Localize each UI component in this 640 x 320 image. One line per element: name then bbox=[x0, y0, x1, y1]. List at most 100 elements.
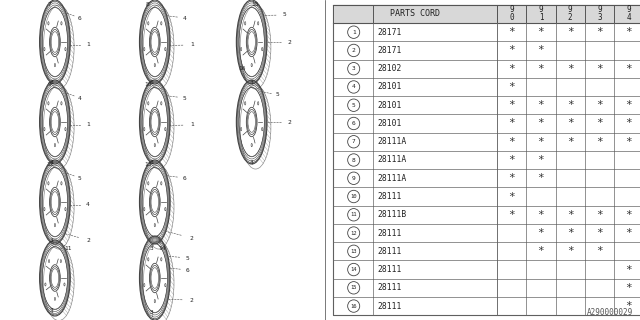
Text: *: * bbox=[625, 228, 632, 238]
Text: 5: 5 bbox=[183, 95, 187, 100]
Text: 28101: 28101 bbox=[378, 119, 402, 128]
Text: *: * bbox=[567, 64, 573, 74]
Text: *: * bbox=[567, 27, 573, 37]
Ellipse shape bbox=[262, 47, 263, 51]
Text: *: * bbox=[508, 100, 515, 110]
Text: 28111: 28111 bbox=[378, 228, 402, 237]
Text: *: * bbox=[596, 228, 603, 238]
Text: 15: 15 bbox=[351, 285, 357, 290]
Text: *: * bbox=[625, 265, 632, 275]
Text: 1: 1 bbox=[190, 123, 194, 127]
Ellipse shape bbox=[65, 127, 66, 131]
Ellipse shape bbox=[54, 63, 56, 67]
Text: *: * bbox=[508, 210, 515, 220]
Text: *: * bbox=[567, 246, 573, 256]
Text: 1: 1 bbox=[352, 30, 356, 35]
Text: *: * bbox=[567, 228, 573, 238]
Ellipse shape bbox=[164, 47, 166, 51]
Ellipse shape bbox=[143, 207, 145, 211]
Text: *: * bbox=[596, 27, 603, 37]
Text: 28111: 28111 bbox=[378, 283, 402, 292]
Text: *: * bbox=[567, 118, 573, 129]
Ellipse shape bbox=[244, 22, 246, 25]
Text: 3: 3 bbox=[250, 161, 253, 165]
Text: 5: 5 bbox=[352, 103, 356, 108]
Text: *: * bbox=[567, 210, 573, 220]
Ellipse shape bbox=[154, 300, 156, 303]
Text: 2: 2 bbox=[288, 119, 292, 124]
Text: 11: 11 bbox=[351, 212, 357, 217]
Text: *: * bbox=[538, 118, 545, 129]
Text: 16: 16 bbox=[238, 66, 246, 70]
Text: *: * bbox=[596, 246, 603, 256]
Text: 10: 10 bbox=[351, 194, 357, 199]
Text: 16: 16 bbox=[351, 304, 357, 308]
Ellipse shape bbox=[61, 22, 62, 25]
Text: *: * bbox=[538, 228, 545, 238]
Text: *: * bbox=[596, 100, 603, 110]
Ellipse shape bbox=[161, 182, 162, 185]
Text: 2: 2 bbox=[190, 298, 194, 302]
Text: *: * bbox=[625, 64, 632, 74]
Text: 28171: 28171 bbox=[378, 46, 402, 55]
Text: 28111: 28111 bbox=[378, 247, 402, 256]
Text: *: * bbox=[538, 45, 545, 55]
Ellipse shape bbox=[148, 102, 149, 105]
Text: *: * bbox=[625, 137, 632, 147]
Text: *: * bbox=[625, 27, 632, 37]
Text: *: * bbox=[596, 137, 603, 147]
Text: 9
3: 9 3 bbox=[597, 5, 602, 22]
Text: 28111: 28111 bbox=[378, 192, 402, 201]
Text: 5: 5 bbox=[78, 175, 82, 180]
Text: 28111A: 28111A bbox=[378, 156, 407, 164]
Ellipse shape bbox=[48, 22, 49, 25]
Text: 12: 12 bbox=[351, 230, 357, 236]
Text: *: * bbox=[508, 45, 515, 55]
Text: 8: 8 bbox=[146, 2, 150, 6]
Ellipse shape bbox=[161, 102, 162, 105]
Text: 28102: 28102 bbox=[378, 64, 402, 73]
Ellipse shape bbox=[54, 297, 56, 300]
Ellipse shape bbox=[64, 283, 65, 286]
Text: *: * bbox=[508, 82, 515, 92]
Ellipse shape bbox=[65, 207, 66, 211]
Text: *: * bbox=[625, 210, 632, 220]
Text: 1: 1 bbox=[86, 123, 90, 127]
Text: *: * bbox=[596, 118, 603, 129]
Text: 14: 14 bbox=[158, 245, 166, 251]
Text: 4: 4 bbox=[352, 84, 356, 90]
Bar bbox=[333, 5, 640, 23]
Text: 3: 3 bbox=[50, 81, 54, 85]
Text: *: * bbox=[625, 301, 632, 311]
Ellipse shape bbox=[241, 47, 242, 51]
Ellipse shape bbox=[61, 102, 62, 105]
Text: 9: 9 bbox=[352, 176, 356, 181]
Text: *: * bbox=[508, 137, 515, 147]
Text: 1: 1 bbox=[86, 43, 90, 47]
Text: *: * bbox=[538, 210, 545, 220]
Text: 6: 6 bbox=[183, 175, 187, 180]
Text: *: * bbox=[538, 173, 545, 183]
Text: *: * bbox=[508, 191, 515, 202]
Text: 2: 2 bbox=[288, 39, 292, 44]
Text: A290000029: A290000029 bbox=[588, 308, 634, 317]
Text: 6: 6 bbox=[352, 121, 356, 126]
Ellipse shape bbox=[49, 260, 50, 263]
Text: 15: 15 bbox=[251, 2, 259, 6]
Ellipse shape bbox=[257, 102, 259, 105]
Ellipse shape bbox=[164, 127, 166, 131]
Text: *: * bbox=[538, 137, 545, 147]
Text: 6: 6 bbox=[78, 15, 82, 20]
Text: 9
1: 9 1 bbox=[539, 5, 543, 22]
Text: 13: 13 bbox=[144, 162, 152, 166]
Ellipse shape bbox=[164, 207, 166, 211]
Text: *: * bbox=[567, 100, 573, 110]
Text: 9: 9 bbox=[48, 82, 52, 86]
Ellipse shape bbox=[44, 207, 45, 211]
Text: 7: 7 bbox=[352, 139, 356, 144]
Text: 28111: 28111 bbox=[378, 301, 402, 311]
Text: 28171: 28171 bbox=[378, 28, 402, 37]
Ellipse shape bbox=[148, 22, 149, 25]
Text: 3: 3 bbox=[250, 81, 253, 85]
Text: 9
4: 9 4 bbox=[626, 5, 631, 22]
